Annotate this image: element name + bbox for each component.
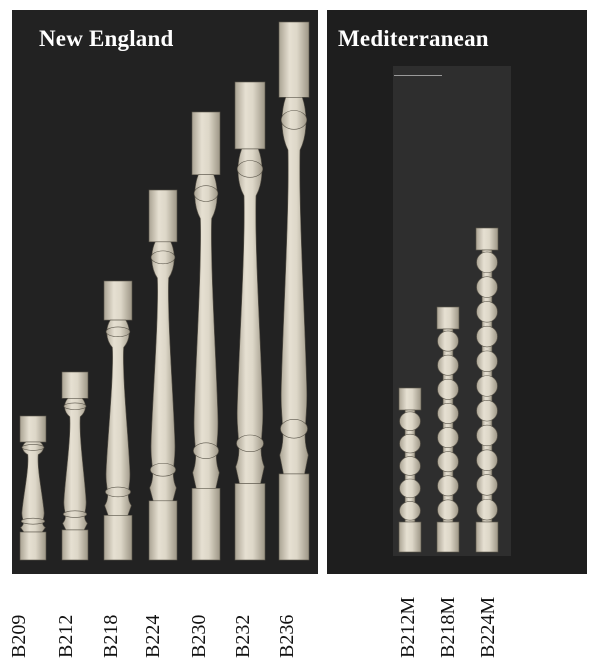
baluster-shaft (279, 97, 309, 475)
baluster-ring (105, 326, 131, 337)
baluster-base-block (398, 521, 422, 553)
mediterranean-title: Mediterranean (338, 26, 489, 51)
baluster-code: B218M (437, 596, 459, 658)
baluster-bead (476, 350, 498, 372)
baluster-ring (150, 462, 176, 477)
baluster-bead (399, 478, 421, 499)
baluster-bead (399, 411, 421, 431)
baluster-top-block (191, 111, 221, 176)
baluster-shaft (62, 398, 88, 531)
baluster-code: B209 (8, 614, 30, 658)
baluster-base-block (278, 473, 310, 561)
backdrop-edge-line (394, 75, 442, 76)
baluster-bead (476, 301, 498, 323)
baluster-top-block (436, 306, 460, 330)
baluster-bead (437, 499, 459, 521)
baluster-bead (476, 424, 498, 447)
baluster-bead (476, 251, 498, 274)
baluster-ring (20, 517, 45, 525)
baluster-ring (62, 510, 87, 518)
baluster-base-block (61, 529, 89, 561)
new-england-title: New England (39, 26, 174, 51)
baluster-bead (437, 475, 459, 497)
baluster-bead (399, 501, 421, 521)
baluster-bead (399, 456, 421, 476)
baluster-bead (437, 378, 459, 400)
baluster-bead (476, 325, 498, 348)
baluster-bead (476, 474, 498, 496)
baluster-top-block (103, 280, 133, 321)
baluster-bead (476, 276, 498, 298)
baluster-code: B230 (188, 614, 210, 658)
baluster-shaft (235, 148, 265, 484)
baluster-code: B236 (276, 614, 298, 658)
baluster-ring (280, 419, 308, 439)
baluster-bead (437, 330, 459, 352)
baluster-bead (476, 498, 498, 521)
baluster-ring (63, 402, 87, 410)
baluster-top-block (19, 415, 47, 443)
baluster-bead (476, 449, 498, 471)
baluster-ring (21, 444, 45, 451)
baluster-top-block (234, 81, 266, 150)
baluster-bead (437, 403, 459, 424)
baluster-top-block (398, 387, 422, 411)
baluster-ring (236, 160, 264, 178)
baluster-bead (437, 354, 459, 376)
baluster-base-block (234, 483, 266, 561)
baluster-code: B218 (100, 614, 122, 658)
baluster-bead (399, 433, 421, 454)
baluster-top-block (475, 227, 499, 251)
baluster-ring (193, 442, 219, 459)
baluster-bead (437, 427, 459, 448)
baluster-ring (236, 434, 264, 453)
baluster-code: B224M (477, 596, 499, 658)
baluster-base-block (436, 521, 460, 553)
baluster-top-block (148, 189, 178, 243)
baluster-bead (437, 451, 459, 473)
baluster-code: B224 (142, 614, 164, 658)
baluster-base-block (191, 488, 221, 561)
baluster-code: B212M (397, 596, 419, 658)
baluster-ring (105, 486, 131, 498)
baluster-base-block (148, 500, 178, 561)
baluster-shaft (104, 319, 132, 516)
baluster-base-block (103, 515, 133, 561)
baluster-shaft (149, 241, 177, 502)
baluster-top-block (278, 21, 310, 98)
baluster-ring (280, 110, 308, 130)
baluster-ring (150, 250, 176, 265)
baluster-base-block (475, 521, 499, 553)
baluster-shaft (192, 174, 220, 489)
baluster-bead (476, 400, 498, 422)
baluster-top-block (61, 371, 89, 399)
baluster-bead (476, 375, 498, 397)
baluster-code: B212 (55, 614, 77, 658)
baluster-base-block (19, 531, 47, 561)
baluster-code: B232 (232, 614, 254, 658)
baluster-ring (193, 185, 219, 202)
